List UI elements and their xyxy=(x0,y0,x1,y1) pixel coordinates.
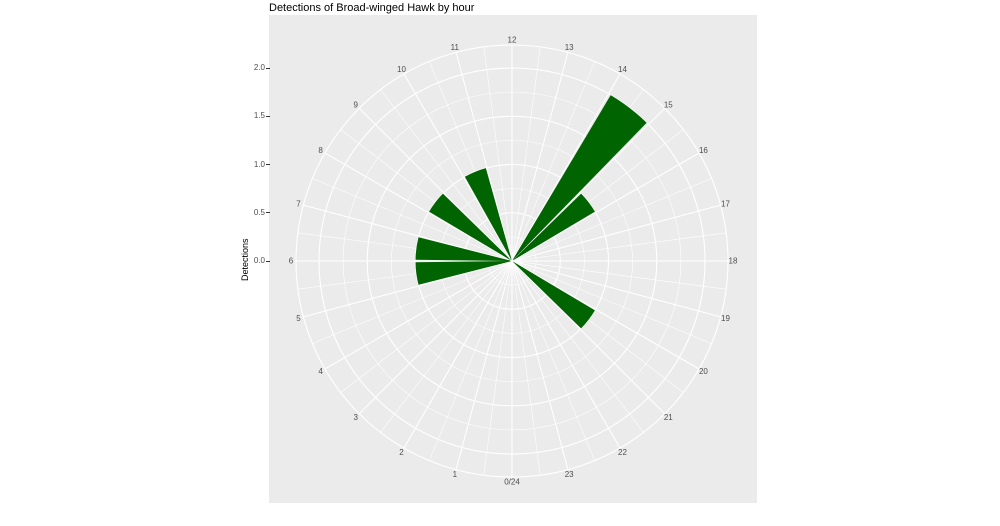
grid-spoke-major xyxy=(324,152,513,262)
bar-hour-6 xyxy=(415,237,511,261)
grid-spoke-minor xyxy=(511,262,541,476)
grid-spoke-major xyxy=(511,152,700,262)
grid-spoke-minor xyxy=(312,178,511,261)
grid-spoke-major xyxy=(455,260,513,470)
hour-label-14: 14 xyxy=(618,65,627,74)
grid-spoke-major xyxy=(511,260,666,415)
grid-spoke-major xyxy=(358,260,513,415)
hour-label-18: 18 xyxy=(729,257,738,266)
y-tick-mark xyxy=(266,115,270,117)
grid-spoke-major xyxy=(303,204,513,262)
y-tick-mark xyxy=(266,212,270,214)
bar-hour-20 xyxy=(513,261,595,329)
hour-label-8: 8 xyxy=(318,146,323,155)
grid-spoke-minor xyxy=(513,178,712,261)
y-tick-label: 1.5 xyxy=(253,111,265,121)
grid-spoke-minor xyxy=(380,89,512,260)
hour-label-2: 2 xyxy=(399,448,404,457)
grid-spoke-minor xyxy=(513,261,712,344)
hour-label-4: 4 xyxy=(318,367,323,376)
hour-label-5: 5 xyxy=(296,314,301,323)
hour-label-23: 23 xyxy=(565,470,574,479)
hour-label-6: 6 xyxy=(289,257,294,266)
hour-label-10: 10 xyxy=(397,65,406,74)
hour-label-17: 17 xyxy=(721,199,730,208)
bar-hour-8 xyxy=(429,193,511,261)
grid-spoke-major xyxy=(511,52,569,262)
bar-hour-5 xyxy=(415,261,511,285)
y-tick-mark xyxy=(266,67,270,69)
hour-label-11: 11 xyxy=(451,43,460,52)
grid-spoke-major xyxy=(403,73,513,262)
hour-label-12: 12 xyxy=(508,36,517,45)
plot-title: Detections of Broad-winged Hawk by hour xyxy=(269,2,475,14)
hour-label-16: 16 xyxy=(699,146,708,155)
grid-spoke-minor xyxy=(483,262,513,476)
grid-spoke-minor xyxy=(312,261,511,344)
grid-spoke-minor xyxy=(340,261,511,393)
hour-label-21: 21 xyxy=(664,413,673,422)
hour-label-1: 1 xyxy=(453,470,458,479)
hour-label-3: 3 xyxy=(354,413,359,422)
grid-spoke-minor xyxy=(429,262,512,461)
grid-spoke-major xyxy=(511,73,621,262)
hour-label-9: 9 xyxy=(354,100,359,109)
hour-label-15: 15 xyxy=(664,100,673,109)
y-tick-label: 1.0 xyxy=(253,159,265,169)
grid-spoke-major xyxy=(511,260,700,370)
bar-hour-14 xyxy=(512,95,647,260)
y-tick-label: 2.0 xyxy=(253,63,265,72)
grid-spoke-major xyxy=(511,260,721,318)
grid-spoke-major xyxy=(403,260,513,449)
grid-spoke-major xyxy=(324,260,513,370)
y-tick-label: 0.0 xyxy=(253,256,265,265)
bar-hour-10 xyxy=(464,168,512,260)
grid-spoke-major xyxy=(455,52,513,262)
hour-label-20: 20 xyxy=(699,367,708,376)
grid-spoke-major xyxy=(303,260,513,318)
bar-hour-15 xyxy=(513,193,595,261)
hour-label-0-24: 0/24 xyxy=(504,478,520,487)
grid-spoke-major xyxy=(358,107,513,262)
grid-spoke-minor xyxy=(513,260,727,290)
hour-label-7: 7 xyxy=(296,199,301,208)
grid-spoke-minor xyxy=(483,46,513,260)
hour-label-22: 22 xyxy=(618,448,627,457)
grid-spoke-major xyxy=(511,107,666,262)
hour-label-13: 13 xyxy=(565,43,574,52)
hour-label-19: 19 xyxy=(721,314,730,323)
grid-spoke-major xyxy=(511,260,621,449)
grid-spoke-minor xyxy=(512,262,644,433)
grid-spoke-major xyxy=(511,204,721,262)
grid-spoke-minor xyxy=(380,262,512,433)
y-tick-mark xyxy=(266,164,270,165)
grid-spoke-minor xyxy=(511,46,541,260)
y-tick-mark xyxy=(266,260,270,262)
y-tick-label: 0.5 xyxy=(253,207,265,217)
grid-spoke-minor xyxy=(512,61,595,260)
grid-spoke-minor xyxy=(513,232,727,262)
grid-spoke-minor xyxy=(512,262,595,461)
grid-spoke-major xyxy=(511,260,569,470)
